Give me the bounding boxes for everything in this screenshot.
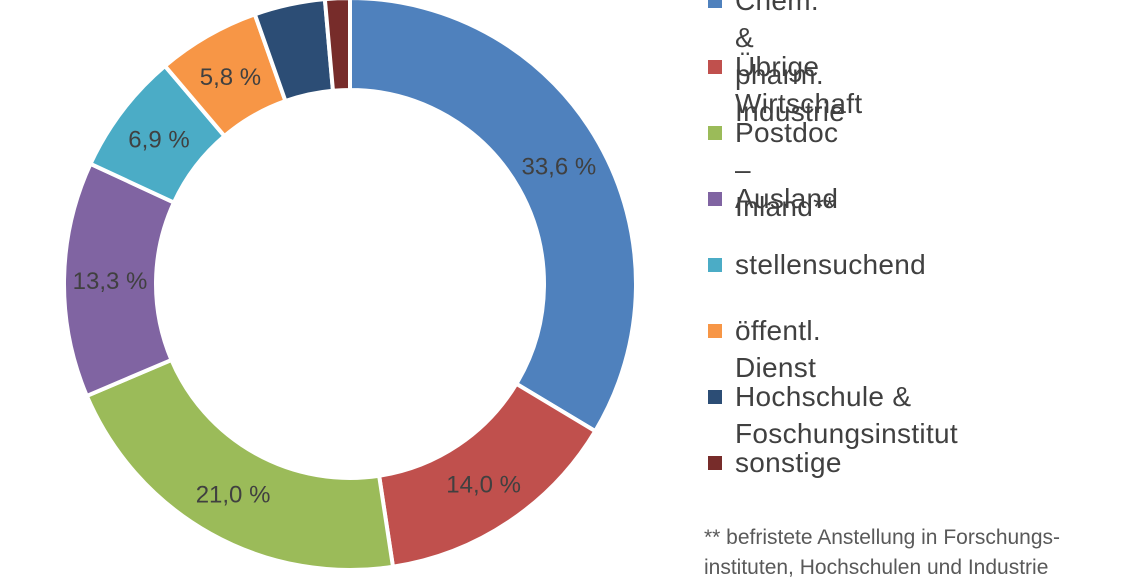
legend-item: öffentl. Dienst [708, 312, 821, 386]
legend-item: stellensuchend [708, 246, 926, 283]
slice-labels-group: 33,6 % 14,0 % 21,0 % 13,3 % 6,9 % 5,8 % [73, 64, 597, 509]
legend-swatch [708, 60, 722, 74]
legend-label: öffentl. Dienst [735, 315, 821, 383]
slices-group [62, 0, 638, 570]
legend-label: sonstige [735, 447, 842, 478]
legend-swatch [708, 390, 722, 404]
donut-slice [84, 357, 396, 570]
donut-slice [348, 0, 638, 434]
legend-item: Chem. & pharm. Industrie [708, 0, 845, 130]
legend-label: Ausland [735, 183, 839, 214]
legend-swatch [708, 126, 722, 140]
legend-label: Chem. & pharm. Industrie [735, 0, 846, 127]
legend-item: sonstige [708, 444, 842, 481]
donut-chart: 33,6 % 14,0 % 21,0 % 13,3 % 6,9 % 5,8 % [62, 0, 638, 570]
legend-swatch [708, 0, 722, 8]
slice-value-label: 21,0 % [196, 482, 271, 509]
legend-label: Postdoc – Inland** [735, 117, 839, 222]
legend-label: Übrige Wirtschaft [735, 51, 863, 119]
slice-value-label: 33,6 % [521, 154, 596, 181]
legend-item: Ausland [708, 180, 838, 217]
legend-swatch [708, 456, 722, 470]
legend-item: Postdoc – Inland** [708, 114, 838, 225]
legend-item: Hochschule & Foschungsinstitut [708, 378, 958, 452]
legend-label: Hochschule & Foschungsinstitut [735, 381, 958, 449]
slice-value-label: 5,8 % [200, 64, 261, 91]
slice-value-label: 6,9 % [128, 127, 189, 154]
legend-swatch [708, 324, 722, 338]
slice-value-label: 13,3 % [73, 268, 148, 295]
slice-value-label: 14,0 % [446, 471, 521, 498]
legend-item: Übrige Wirtschaft [708, 48, 862, 122]
legend-swatch [708, 192, 722, 206]
legend-swatch [708, 258, 722, 272]
footnote: ** befristete Anstellung in Forschungs- … [704, 526, 1061, 579]
legend-label: stellensuchend [735, 249, 926, 280]
donut-slice [322, 0, 352, 93]
